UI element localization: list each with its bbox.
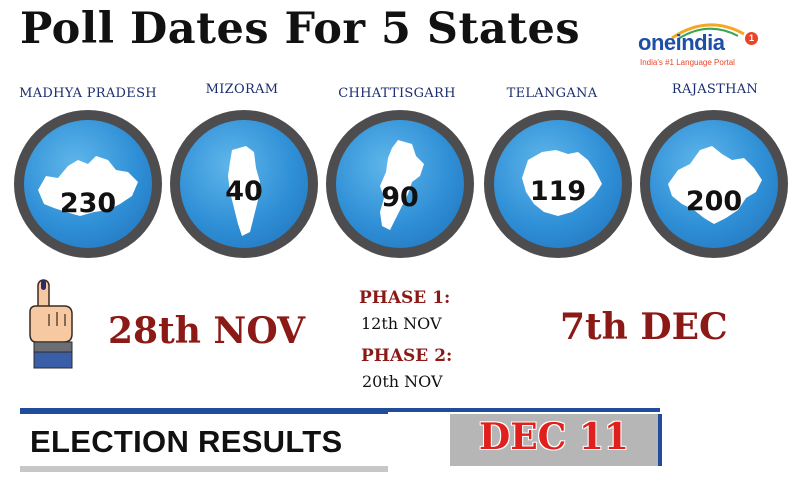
telangana-map-icon bbox=[522, 150, 602, 216]
results-date-box bbox=[450, 414, 662, 466]
state-circle-chhattisgarh: 90 bbox=[326, 110, 474, 258]
state-label-chhattisgarh: CHHATTISGARH bbox=[338, 86, 456, 101]
madhya-pradesh-map-icon bbox=[38, 156, 138, 216]
rajasthan-map-icon bbox=[668, 146, 762, 224]
last-poll-date: 7th DEC bbox=[560, 306, 728, 348]
phase1-label: PHASE 1: bbox=[359, 288, 451, 308]
state-label-telangana: TELANGANA bbox=[506, 86, 598, 101]
results-date: DEC 11 bbox=[479, 416, 629, 458]
voting-finger-icon bbox=[29, 279, 73, 369]
phase1-date: 12th NOV bbox=[361, 314, 442, 333]
election-results-label: ELECTION RESULTS bbox=[30, 424, 343, 459]
logo-arc-icon bbox=[671, 23, 745, 40]
phase2-label: PHASE 2: bbox=[361, 346, 453, 366]
mizoram-map-icon bbox=[228, 146, 260, 236]
logo-name: oneindia bbox=[638, 30, 725, 55]
state-circle-telangana: 119 bbox=[484, 110, 632, 258]
phase2-date: 20th NOV bbox=[362, 372, 443, 391]
state-circle-madhya-pradesh: 230 bbox=[14, 110, 162, 258]
seats-madhya-pradesh: 230 bbox=[59, 188, 117, 219]
state-label-mizoram: MIZORAM bbox=[205, 82, 279, 97]
state-circle-rajasthan: 200 bbox=[640, 110, 788, 258]
state-label-rajasthan: RAJASTHAN bbox=[671, 82, 759, 97]
seats-chhattisgarh: 90 bbox=[381, 182, 419, 213]
seats-mizoram: 40 bbox=[225, 176, 263, 207]
results-divider-line bbox=[388, 408, 660, 412]
logo-badge: 1 bbox=[745, 32, 758, 45]
page-title: Poll Dates For 5 States bbox=[20, 4, 581, 54]
oneindia-logo: oneindia 1 India's #1 Language Portal bbox=[638, 23, 768, 74]
results-banner-shadow bbox=[20, 466, 388, 472]
first-poll-date: 28th NOV bbox=[108, 310, 305, 352]
seats-rajasthan: 200 bbox=[685, 186, 743, 217]
logo-tagline: India's #1 Language Portal bbox=[640, 58, 735, 67]
seats-telangana: 119 bbox=[529, 176, 587, 207]
state-circle-mizoram: 40 bbox=[170, 110, 318, 258]
state-label-madhya-pradesh: MADHYA PRADESH bbox=[19, 86, 157, 101]
chhattisgarh-map-icon bbox=[380, 140, 424, 230]
results-banner bbox=[20, 408, 388, 476]
